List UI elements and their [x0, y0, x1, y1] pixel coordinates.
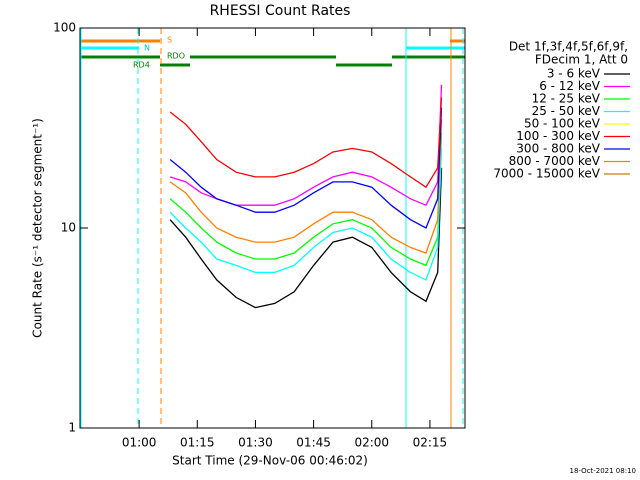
series-line	[169, 119, 443, 254]
y-tick-label: 100	[53, 21, 76, 35]
legend-label: 25 - 50 keV	[532, 104, 601, 118]
y-tick-label: 1	[68, 421, 76, 435]
flag-label: RD4	[133, 61, 150, 70]
legend-label: 800 - 7000 keV	[509, 154, 601, 168]
flag-label: S	[167, 36, 172, 45]
legend-header: Det 1f,3f,4f,5f,6f,9f,	[509, 40, 628, 54]
x-tick-label: 01:45	[296, 436, 331, 450]
legend-header: FDecim 1, Att 0	[535, 53, 628, 67]
series-line	[169, 167, 443, 309]
x-axis-title: Start Time (29-Nov-06 00:46:02)	[172, 454, 368, 468]
legend-label: 50 - 100 keV	[524, 117, 601, 131]
legend-label: 300 - 800 keV	[516, 142, 600, 156]
series-line	[169, 107, 443, 229]
chart-title: RHESSI Count Rates	[210, 3, 351, 19]
series-line	[169, 148, 443, 281]
flag-label: RDO	[167, 52, 185, 61]
legend-label: 3 - 6 keV	[547, 67, 601, 81]
series-line	[169, 84, 443, 207]
legend-label: 6 - 12 keV	[539, 79, 601, 93]
legend-label: 12 - 25 keV	[532, 92, 601, 106]
flag-label: N	[144, 44, 150, 53]
legend-label: 100 - 300 keV	[516, 129, 600, 143]
x-tick-label: 01:00	[122, 436, 157, 450]
x-tick-label: 02:15	[413, 436, 448, 450]
legend-label: 7000 - 15000 keV	[493, 167, 600, 181]
series-line	[169, 132, 443, 267]
y-axis-title: Count Rate (s⁻¹ detector segment⁻¹)	[31, 118, 45, 338]
footer: 18-Oct-2021 08:10	[570, 467, 636, 475]
series-line	[169, 97, 443, 189]
flags: S N RD4 RDO	[80, 36, 465, 70]
x-tick-label: 01:15	[180, 436, 215, 450]
markers	[80, 28, 464, 428]
y-tick-label: 10	[61, 221, 76, 235]
x-tick-label: 02:00	[354, 436, 389, 450]
x-tick-label: 01:30	[238, 436, 273, 450]
